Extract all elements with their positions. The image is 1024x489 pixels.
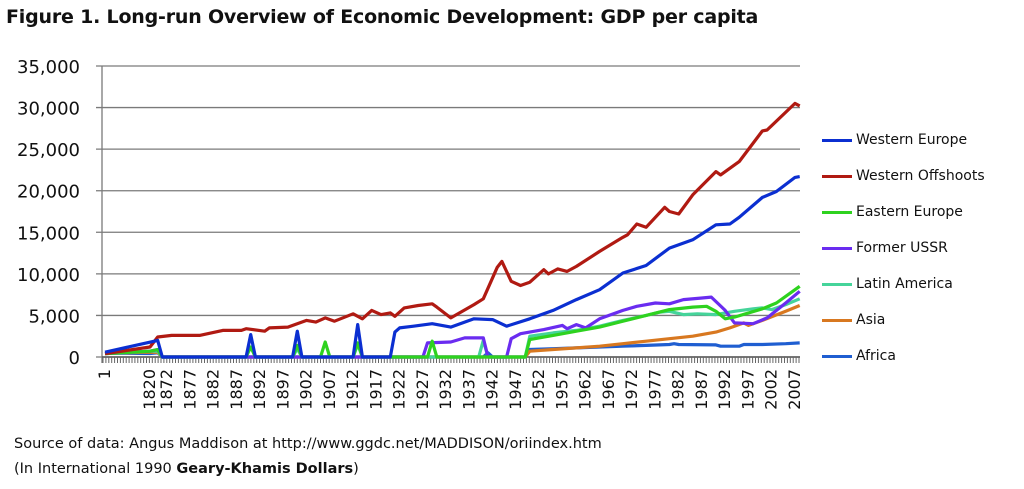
x-tick-label: 1887: [227, 369, 246, 410]
x-tick-label: 1882: [204, 369, 223, 410]
units-prefix: (In International 1990: [14, 461, 177, 477]
legend: Western Europe Western Offshoots Eastern E…: [822, 122, 985, 374]
y-tick-label: 15,000: [17, 223, 80, 244]
x-tick-label: 1902: [297, 369, 316, 410]
units-bold: Geary-Khamis Dollars: [176, 461, 354, 477]
legend-swatch: [822, 354, 852, 358]
y-tick-label: 35,000: [17, 57, 80, 78]
x-tick-label: 1937: [459, 369, 478, 410]
units-suffix: ): [353, 461, 359, 477]
legend-label: Latin America: [856, 276, 953, 292]
legend-label: Western Europe: [856, 132, 968, 148]
y-tick-label: 10,000: [17, 265, 80, 286]
x-tick-label: 1912: [343, 369, 362, 410]
y-tick-label: 30,000: [17, 99, 80, 120]
series-line-western-offshoots: [104, 101, 801, 356]
legend-label: Africa: [856, 348, 896, 364]
legend-swatch: [822, 210, 852, 214]
y-tick-label: 25,000: [17, 140, 80, 161]
legend-swatch: [822, 282, 852, 286]
x-tick-label: 1947: [506, 369, 525, 410]
x-tick-label: 1877: [180, 369, 199, 410]
x-tick-label: 1922: [390, 369, 409, 410]
line-chart: 0 5,000 10,000 15,000 20,000 25,000 30,000 35,0…: [17, 57, 804, 410]
series-line-africa: [104, 341, 800, 359]
y-tick-label: 20,000: [17, 182, 80, 203]
legend-item: Western Europe: [822, 122, 985, 158]
legend-item: Latin America: [822, 266, 985, 302]
legend-swatch: [822, 138, 852, 142]
x-tick-label: 1952: [529, 369, 548, 410]
x-tick-label: 1892: [250, 369, 269, 410]
legend-item: Former USSR: [822, 230, 985, 266]
source-note: Source of data: Angus Maddison at http:/…: [14, 436, 602, 452]
legend-label: Asia: [856, 312, 886, 328]
legend-label: Former USSR: [856, 240, 948, 256]
legend-swatch: [822, 174, 852, 178]
series-line-former-ussr: [104, 290, 801, 359]
x-tick-label: 1917: [366, 369, 385, 410]
legend-item: Eastern Europe: [822, 194, 985, 230]
legend-item: Asia: [822, 302, 985, 338]
x-tick-label: 1982: [669, 369, 688, 410]
y-axis-ticks: 0 5,000 10,000 15,000 20,000 25,000 30,000 35,0…: [17, 57, 80, 369]
legend-swatch: [822, 318, 852, 322]
x-tick-label: 1997: [738, 369, 757, 410]
x-tick-label: 1977: [645, 369, 664, 410]
x-tick-label: 2002: [762, 369, 781, 410]
x-tick-label: 1907: [320, 369, 339, 410]
x-tick-label: 1897: [273, 369, 292, 410]
series-lines: [104, 101, 801, 359]
legend-swatch: [822, 246, 852, 250]
x-tick-label: 1820: [140, 369, 159, 410]
x-tick-label: 2007: [785, 369, 804, 410]
y-tick-label: 5,000: [28, 306, 80, 327]
x-tick-label: 1987: [692, 369, 711, 410]
x-tick-label: 1957: [552, 369, 571, 410]
x-tick-label: 1967: [599, 369, 618, 410]
x-tick-label: 1942: [483, 369, 502, 410]
x-tick-label: 1962: [576, 369, 595, 410]
x-tick-label: 1872: [157, 369, 176, 410]
x-tick-label: 1972: [622, 369, 641, 410]
x-tick-label: 1927: [413, 369, 432, 410]
gridlines: [96, 65, 800, 363]
x-tick-label: 1932: [436, 369, 455, 410]
legend-item: Africa: [822, 338, 985, 374]
legend-label: Eastern Europe: [856, 204, 963, 220]
units-note: (In International 1990 Geary-Khamis Doll…: [14, 461, 359, 477]
x-tick-label: 1992: [715, 369, 734, 410]
legend-item: Western Offshoots: [822, 158, 985, 194]
legend-label: Western Offshoots: [856, 168, 985, 184]
series-line-eastern-europe: [104, 285, 801, 359]
series-line-western-europe: [104, 175, 800, 359]
chart-title: Figure 1. Long-run Overview of Economic …: [6, 6, 759, 28]
x-tick-label: 1: [95, 369, 114, 379]
y-tick-label: 0: [69, 348, 80, 369]
